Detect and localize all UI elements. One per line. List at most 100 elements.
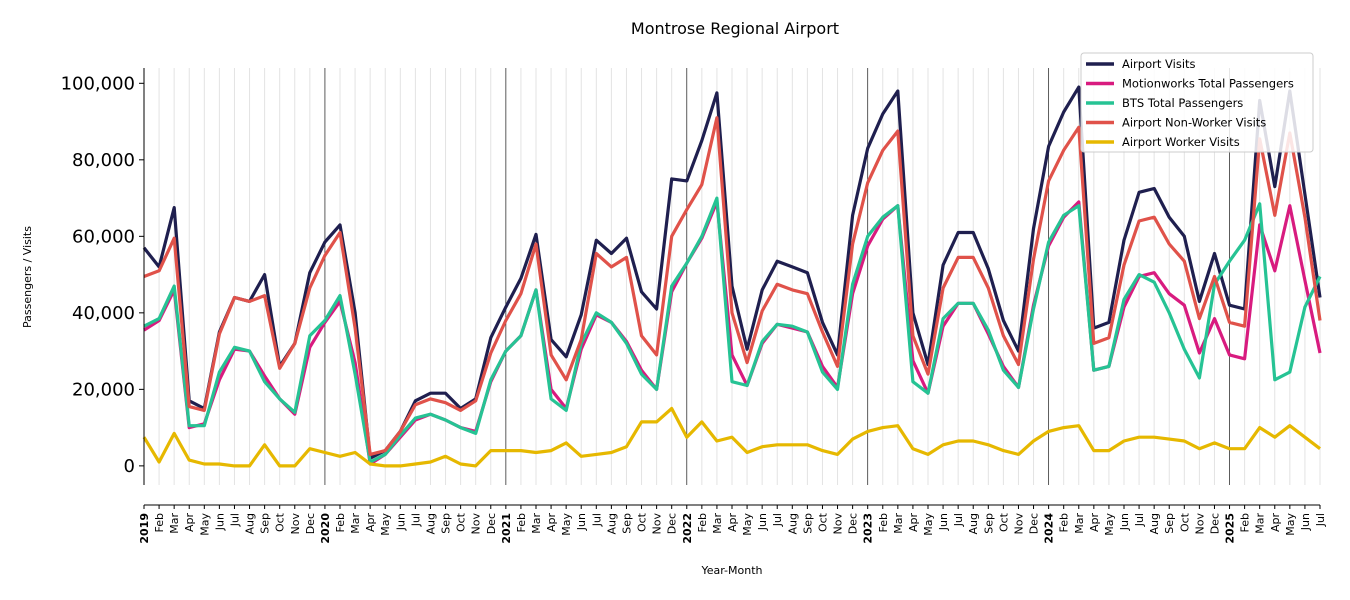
- x-tick-label: Dec: [485, 513, 498, 534]
- x-tick-label: Nov: [470, 513, 483, 535]
- x-tick-label: Nov: [832, 513, 845, 535]
- x-tick-label: Apr: [907, 513, 920, 533]
- x-tick-label: May: [922, 513, 935, 536]
- x-tick-label: May: [198, 513, 211, 536]
- x-tick-label: Jun: [213, 513, 226, 531]
- x-tick-label: Feb: [153, 513, 166, 532]
- series-line-airport-visits: [142, 85, 1322, 460]
- x-tick-label: May: [1103, 513, 1116, 536]
- x-tick-label: Sep: [620, 513, 633, 534]
- x-tick-label: Nov: [1193, 513, 1206, 535]
- x-tick-label: Jul: [771, 513, 784, 527]
- x-tick-label: Oct: [455, 512, 468, 532]
- x-tick-label: Dec: [304, 513, 317, 534]
- x-tick-label: Mar: [1073, 513, 1086, 534]
- x-axis: 2019 Feb Mar Apr May Jun Jul Aug Sep Oct Nov Dec 202…: [138, 504, 1327, 544]
- x-tick-label: Jun: [1299, 513, 1312, 531]
- x-tick-label: Oct: [816, 512, 829, 532]
- legend-label: Airport Non-Worker Visits: [1122, 116, 1266, 130]
- x-tick-label: Mar: [892, 513, 905, 534]
- x-tick-label: Apr: [183, 513, 196, 533]
- x-tick-label: May: [1284, 513, 1297, 536]
- y-tick-label: 60,000: [72, 226, 135, 247]
- x-tick-label: Jul: [228, 513, 241, 527]
- legend-label: Airport Worker Visits: [1122, 135, 1240, 149]
- x-tick-label: Mar: [530, 513, 543, 534]
- legend-box: [1080, 52, 1314, 153]
- x-tick-label: Oct: [274, 512, 287, 532]
- x-tick-label: Dec: [847, 513, 860, 534]
- legend-label: BTS Total Passengers: [1122, 96, 1243, 110]
- y-tick-label: 20,000: [72, 379, 135, 400]
- x-tick-label: Nov: [651, 513, 664, 535]
- x-tick-label: 2020: [319, 513, 332, 544]
- x-tick-label: Feb: [877, 513, 890, 532]
- x-tick-label: Aug: [967, 513, 980, 534]
- x-tick-label: 2022: [681, 513, 694, 544]
- x-tick-label: Jul: [952, 513, 965, 527]
- x-tick-label: May: [379, 513, 392, 536]
- x-tick-label: Nov: [1012, 513, 1025, 535]
- x-tick-label: Feb: [1058, 513, 1071, 532]
- series-line-airport-non-worker-visits: [143, 116, 1322, 456]
- x-tick-label: 2019: [138, 513, 151, 544]
- x-tick-label: Jul: [1314, 513, 1327, 527]
- y-tick-label: 80,000: [72, 150, 135, 171]
- x-tick-label: Oct: [636, 512, 649, 532]
- x-tick-label: Jul: [590, 513, 603, 527]
- x-tick-label: 2025: [1224, 513, 1237, 544]
- legend: Airport Visits Motionworks Total Passenge…: [1080, 52, 1314, 153]
- gridlines: [143, 68, 1321, 485]
- x-tick-label: Aug: [1148, 513, 1161, 534]
- x-tick-label: Sep: [259, 513, 272, 534]
- x-tick-label: 2024: [1043, 513, 1056, 544]
- series-line-airport-worker-visits: [142, 406, 1321, 468]
- x-tick-label: Dec: [1208, 513, 1221, 534]
- x-tick-label: Jun: [756, 513, 769, 531]
- x-tick-label: Jun: [575, 513, 588, 531]
- x-tick-label: Apr: [1269, 513, 1282, 533]
- x-tick-label: Mar: [1254, 513, 1267, 534]
- x-tick-label: Nov: [289, 513, 302, 535]
- x-tick-label: Feb: [515, 513, 528, 532]
- x-tick-label: Apr: [726, 513, 739, 533]
- x-tick-label: Aug: [605, 513, 618, 534]
- x-tick-label: Oct: [1178, 512, 1191, 532]
- x-tick-label: Aug: [244, 513, 257, 534]
- x-tick-label: Aug: [424, 513, 437, 534]
- chart-title: Montrose Regional Airport: [631, 19, 839, 38]
- x-tick-label: Sep: [440, 513, 453, 534]
- x-tick-label: Jul: [1133, 513, 1146, 527]
- x-tick-label: 2021: [500, 513, 513, 544]
- x-tick-label: Mar: [168, 513, 181, 534]
- x-tick-label: Jul: [409, 513, 422, 527]
- legend-label: Airport Visits: [1122, 57, 1196, 71]
- x-tick-label: Mar: [349, 513, 362, 534]
- x-tick-label: Aug: [786, 513, 799, 534]
- x-tick-label: Feb: [696, 513, 709, 532]
- x-tick-label: Dec: [1028, 513, 1041, 534]
- x-tick-label: Dec: [666, 513, 679, 534]
- x-tick-label: Feb: [1239, 513, 1252, 532]
- x-axis-label: Year-Month: [700, 564, 762, 577]
- y-tick-label: 100,000: [61, 73, 135, 94]
- x-tick-label: Feb: [334, 513, 347, 532]
- x-tick-label: Apr: [364, 513, 377, 533]
- x-tick-label: Sep: [1163, 513, 1176, 534]
- x-tick-label: May: [741, 513, 754, 536]
- x-tick-label: Mar: [711, 513, 724, 534]
- x-tick-label: Sep: [982, 513, 995, 534]
- x-tick-label: Jun: [1118, 513, 1131, 531]
- x-tick-label: Jun: [937, 513, 950, 531]
- series-line-bts-total-passengers: [143, 196, 1322, 464]
- x-tick-label: Oct: [997, 512, 1010, 532]
- x-tick-label: Jun: [394, 513, 407, 531]
- y-tick-label: 0: [124, 456, 135, 477]
- x-tick-label: May: [560, 513, 573, 536]
- series-lines: [142, 85, 1322, 468]
- y-tick-label: 40,000: [72, 303, 135, 324]
- x-tick-label: 2023: [862, 513, 875, 544]
- y-axis: 0 20,000 40,000 60,000 80,000 100,000: [61, 68, 145, 485]
- y-axis-label: Passengers / Visits: [21, 226, 34, 328]
